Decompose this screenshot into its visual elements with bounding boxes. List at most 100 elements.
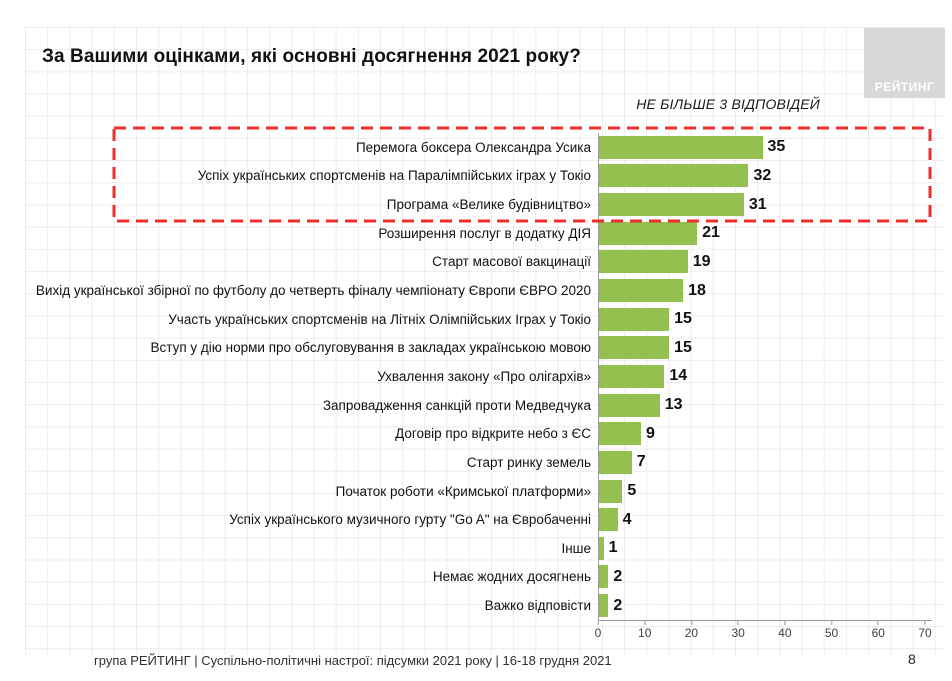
bar-category-label: Вихід української збірної по футболу до … xyxy=(35,283,591,299)
bar-value: 2 xyxy=(613,596,623,614)
bar-value: 4 xyxy=(622,510,632,528)
tick-mark xyxy=(831,620,833,625)
bar-row: Старт масової вакцинації 19 xyxy=(26,247,932,277)
x-axis-tick: 60 xyxy=(871,620,885,640)
bar xyxy=(599,193,744,217)
bar-row: Вступ у дію норми про обслуговування в з… xyxy=(26,333,932,363)
bar-category-label: Програма «Велике будівництво» xyxy=(386,197,591,213)
x-axis-tick: 0 xyxy=(595,620,601,640)
bar-row: Немає жодних досягнень 2 xyxy=(26,562,932,592)
bar-row: Старт ринку земель 7 xyxy=(26,448,932,477)
bar-track: 32 xyxy=(598,161,932,191)
bar-value: 19 xyxy=(692,252,711,270)
bar xyxy=(599,336,670,360)
bar-track: 1 xyxy=(598,533,932,563)
bar-row: Договір про відкрите небо з ЄС 9 xyxy=(26,419,932,449)
achievements-bar-chart: Перемога боксера Олександра Усика 35 Успіх… xyxy=(26,133,932,642)
bar-row: Успіх українського музичного гурту "Go A… xyxy=(26,505,932,534)
bar-category-label: Старт масової вакцинації xyxy=(432,254,591,270)
tick-mark xyxy=(644,620,646,625)
bar-value: 21 xyxy=(702,224,720,242)
x-axis-tick: 30 xyxy=(731,620,745,640)
bar-value: 13 xyxy=(664,396,683,414)
bar xyxy=(599,307,670,331)
bar xyxy=(599,450,632,474)
bar-value: 35 xyxy=(767,138,786,156)
bar xyxy=(599,422,642,446)
slide-title: За Вашими оцінками, які основні досягнен… xyxy=(42,46,581,67)
bar-category-label: Успіх українських спортсменів на Паралім… xyxy=(197,168,591,184)
bar-value: 15 xyxy=(674,338,692,356)
bar-row: Перемога боксера Олександра Усика 35 xyxy=(26,133,932,162)
bar xyxy=(599,565,609,589)
bar-category-label: Договір про відкрите небо з ЄС xyxy=(395,426,591,442)
bar-value: 15 xyxy=(674,310,692,328)
bar-category-label: Вступ у дію норми про обслуговування в з… xyxy=(150,340,592,356)
bar-row: Успіх українських спортсменів на Паралім… xyxy=(26,161,932,191)
bar-track: 35 xyxy=(598,133,932,162)
bar-track: 19 xyxy=(598,247,932,277)
bar xyxy=(599,393,660,417)
tick-label: 50 xyxy=(824,625,839,640)
bar-track: 13 xyxy=(598,390,932,420)
bar-value: 14 xyxy=(669,367,688,385)
tick-mark xyxy=(924,620,926,625)
bar-track: 18 xyxy=(598,276,932,305)
bar-value: 2 xyxy=(613,567,623,585)
bar-track: 14 xyxy=(598,362,932,391)
x-axis-tick: 20 xyxy=(684,620,699,640)
bar-track: 2 xyxy=(598,562,932,592)
bar-value: 32 xyxy=(753,166,772,184)
answers-limit-note: НЕ БІЛЬШЕ 3 ВІДПОВІДЕЙ xyxy=(636,96,820,112)
x-axis-tick: 40 xyxy=(778,620,792,640)
bar-category-label: Запровадження санкцій проти Медведчука xyxy=(322,397,591,413)
tick-mark xyxy=(597,620,599,625)
bar-category-label: Перемога боксера Олександра Усика xyxy=(355,139,591,155)
bar-value: 5 xyxy=(627,482,637,499)
bar-category-label: Успіх українського музичного гурту "Go A… xyxy=(229,512,591,528)
bar-track: 15 xyxy=(598,304,932,334)
rating-group-logo-text: РЕЙТИНГ xyxy=(874,80,935,94)
bar xyxy=(599,479,623,503)
bar-value: 9 xyxy=(646,424,655,442)
x-axis-tick: 70 xyxy=(918,620,932,640)
bar xyxy=(599,594,609,618)
bar-category-label: Важко відповісти xyxy=(484,598,591,614)
tick-label: 70 xyxy=(918,625,932,640)
bar-row: Вихід української збірної по футболу до … xyxy=(26,276,932,305)
bar-category-label: Ухвалення закону «Про олігархів» xyxy=(377,368,591,384)
bar-row: Програма «Велике будівництво» 31 xyxy=(26,190,932,219)
bar-value: 18 xyxy=(688,281,706,299)
bar-category-label: Розширення послуг в додатку ДІЯ xyxy=(378,225,591,241)
bar-row: Ухвалення закону «Про олігархів» 14 xyxy=(26,362,932,391)
tick-label: 30 xyxy=(731,625,745,640)
bar-track: 15 xyxy=(598,333,932,363)
bar-row: Участь українських спортсменів на Літніх… xyxy=(26,304,932,334)
bar-row: Розширення послуг в додатку ДІЯ 21 xyxy=(26,218,932,248)
bar xyxy=(599,508,618,532)
tick-label: 40 xyxy=(778,625,792,640)
bar xyxy=(599,135,763,159)
bar xyxy=(599,536,604,560)
bar-track: 2 xyxy=(598,591,932,620)
bar-value: 7 xyxy=(636,453,646,471)
bar-row: Запровадження санкцій проти Медведчука 13 xyxy=(26,390,932,420)
bar-row: Початок роботи «Кримської платформи» 5 xyxy=(26,476,932,506)
bar xyxy=(599,364,665,388)
tick-label: 60 xyxy=(871,625,885,640)
tick-label: 10 xyxy=(638,625,652,640)
bar-track: 9 xyxy=(598,419,932,449)
tick-mark xyxy=(784,620,786,625)
bar-track: 7 xyxy=(598,448,932,477)
bar-category-label: Інше xyxy=(561,540,591,556)
tick-label: 20 xyxy=(684,625,699,640)
page-number: 8 xyxy=(908,651,916,667)
bar-track: 31 xyxy=(598,190,932,219)
bar xyxy=(599,279,684,303)
bar-value: 31 xyxy=(748,195,767,213)
bar-row: Важко відповісти 2 xyxy=(26,591,932,620)
x-axis: 0 10 20 30 40 50 60 70 xyxy=(595,619,932,642)
bar-category-label: Початок роботи «Кримської платформи» xyxy=(335,483,591,499)
bar-category-label: Участь українських спортсменів на Літніх… xyxy=(168,311,591,327)
